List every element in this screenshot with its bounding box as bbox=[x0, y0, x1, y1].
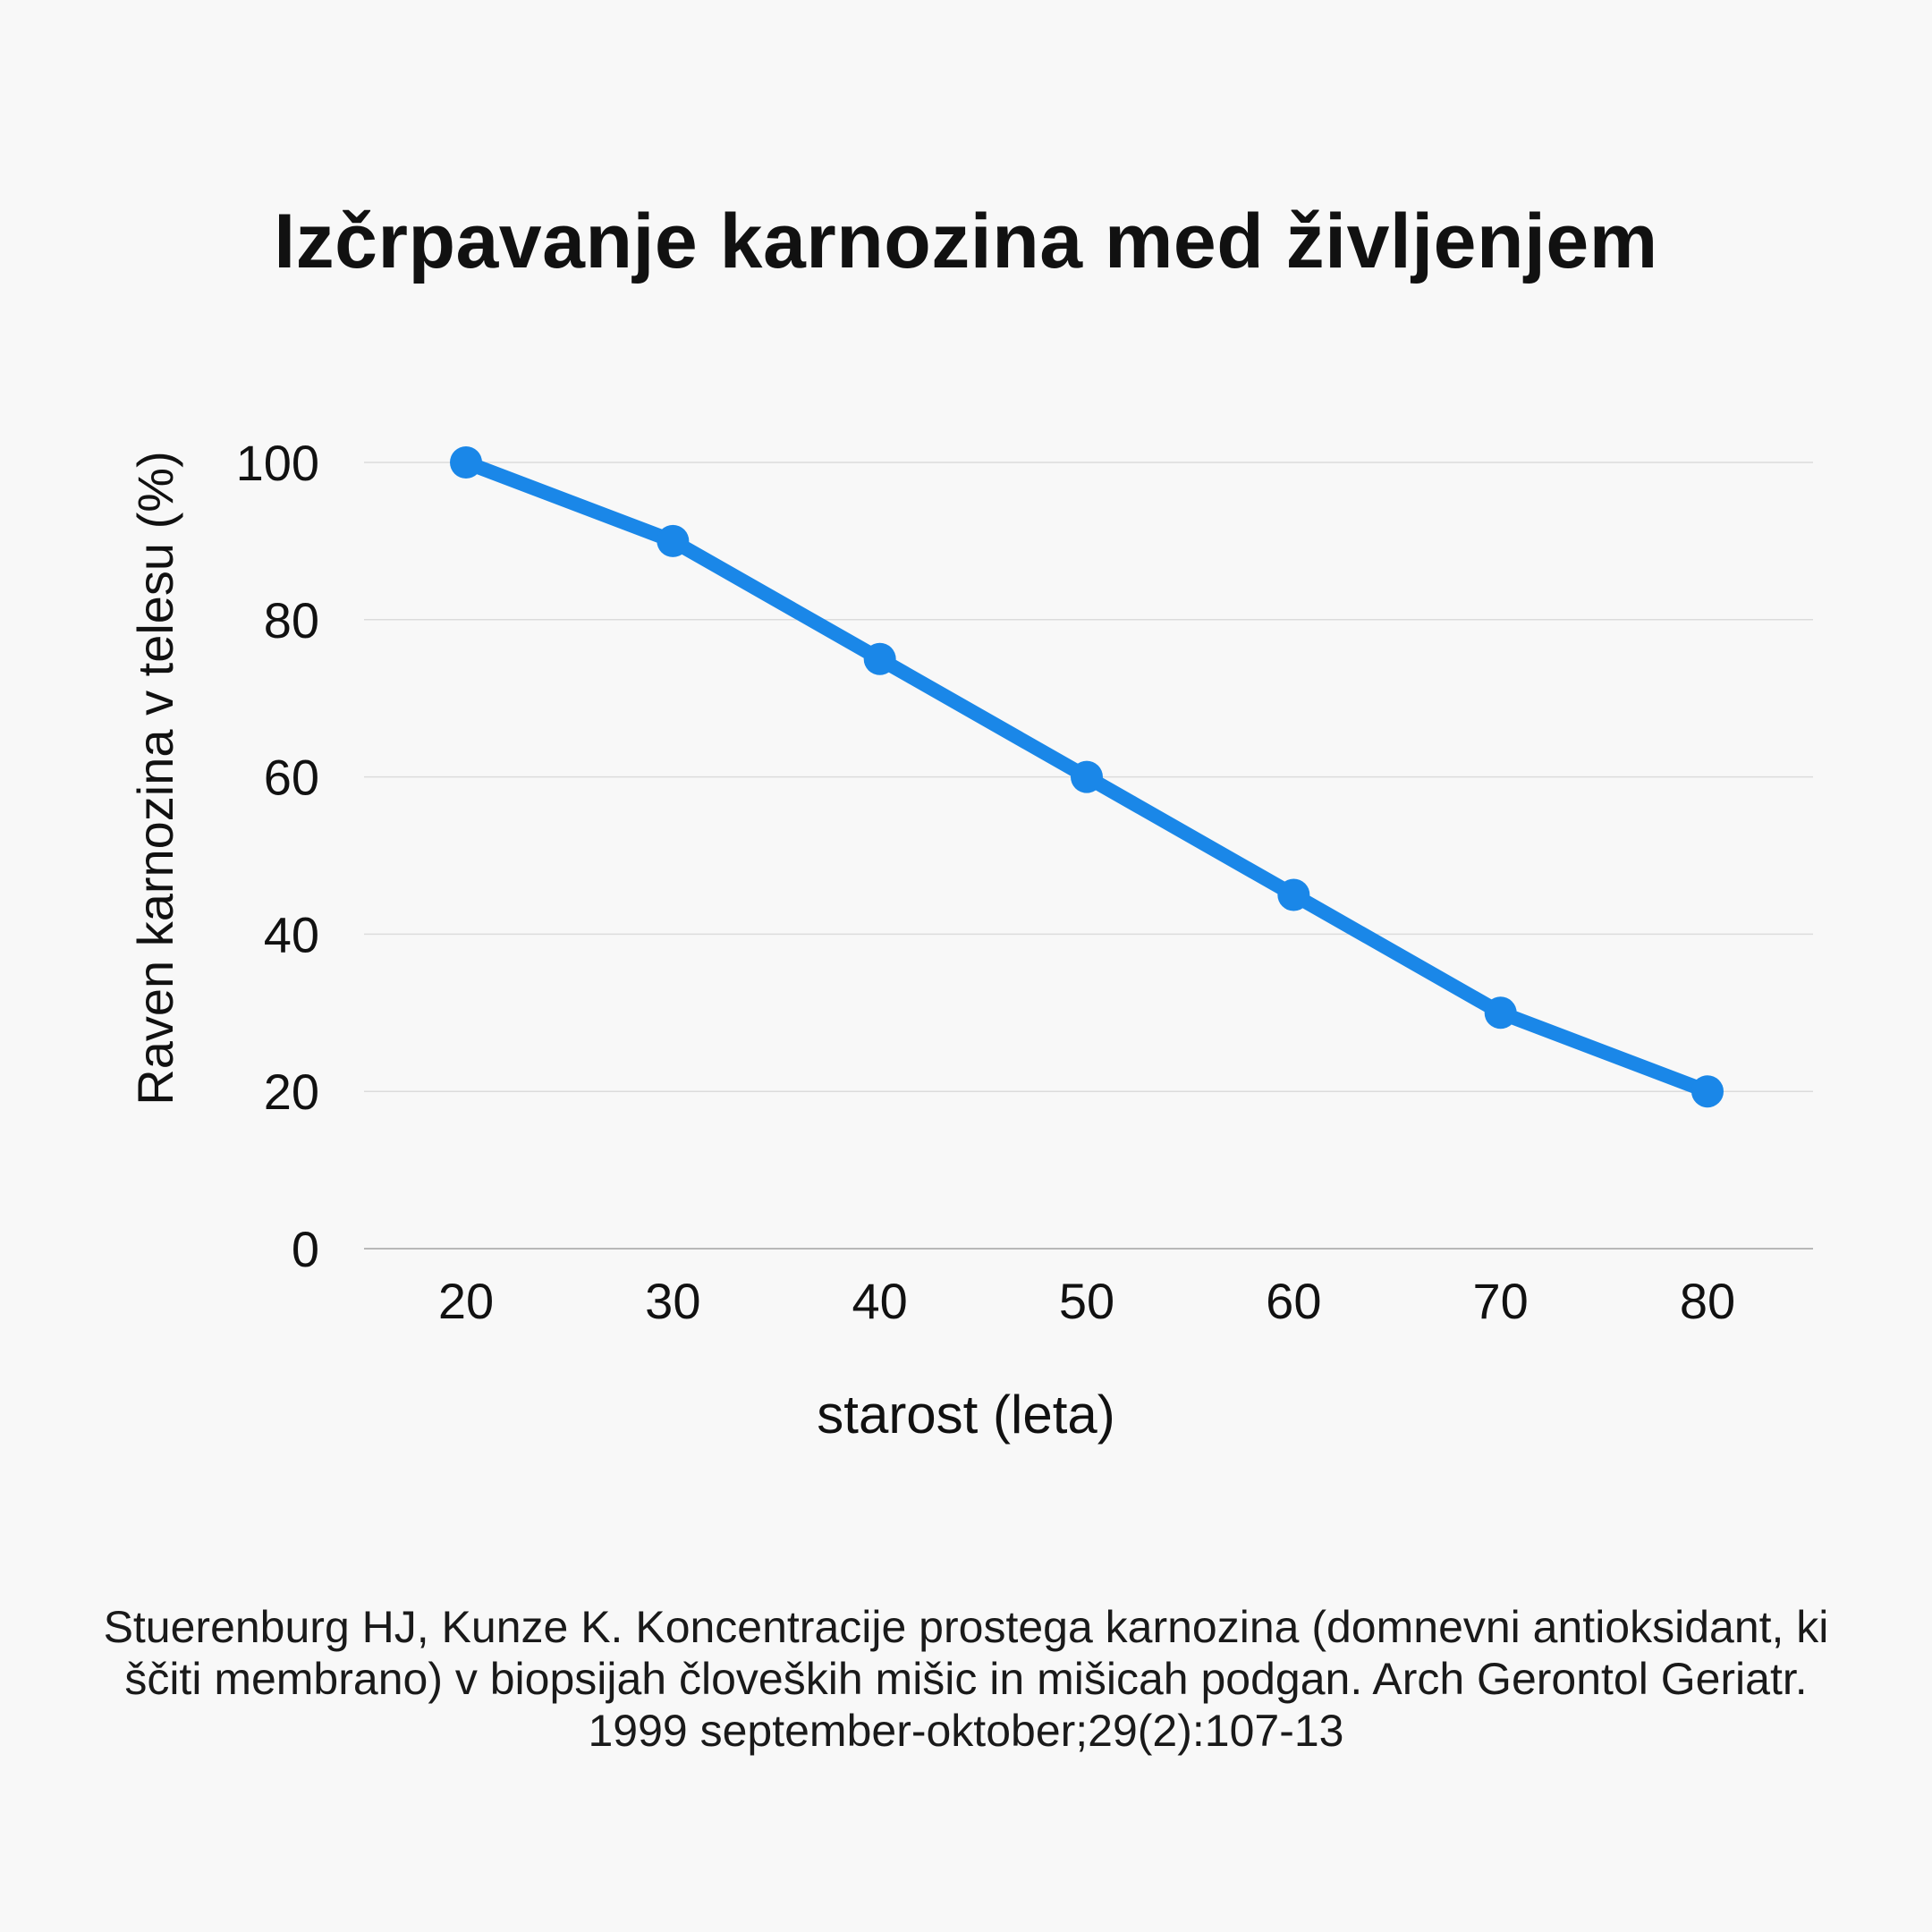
y-tick-label: 40 bbox=[264, 906, 319, 962]
x-axis-ticks: 20 30 40 50 60 70 80 bbox=[438, 1273, 1735, 1329]
series-group bbox=[450, 446, 1724, 1108]
y-axis-label: Raven karnozina v telesu (%) bbox=[127, 451, 183, 1105]
data-point bbox=[1277, 878, 1310, 911]
x-tick-label: 30 bbox=[645, 1273, 700, 1329]
x-tick-label: 40 bbox=[852, 1273, 908, 1329]
x-tick-label: 20 bbox=[438, 1273, 494, 1329]
data-point bbox=[657, 524, 690, 557]
x-tick-label: 80 bbox=[1680, 1273, 1735, 1329]
data-point bbox=[863, 642, 896, 675]
source-citation: Stuerenburg HJ, Kunze K. Koncentracije p… bbox=[103, 1602, 1829, 1756]
grid-lines bbox=[364, 462, 1813, 1250]
y-tick-label: 100 bbox=[236, 435, 319, 491]
x-tick-label: 70 bbox=[1473, 1273, 1529, 1329]
y-tick-label: 60 bbox=[264, 750, 319, 806]
data-point bbox=[1071, 760, 1103, 793]
y-axis-ticks: 0 20 40 60 80 100 bbox=[236, 435, 319, 1277]
y-tick-label: 0 bbox=[292, 1221, 319, 1277]
chart-title: Izčrpavanje karnozina med življenjem bbox=[274, 199, 1658, 284]
x-tick-label: 60 bbox=[1266, 1273, 1321, 1329]
data-point bbox=[450, 446, 482, 479]
data-point bbox=[1691, 1075, 1724, 1108]
x-axis-label: starost (leta) bbox=[817, 1385, 1114, 1445]
y-tick-label: 20 bbox=[264, 1063, 319, 1120]
data-point bbox=[1484, 996, 1517, 1030]
y-tick-label: 80 bbox=[264, 592, 319, 648]
x-tick-label: 50 bbox=[1059, 1273, 1114, 1329]
